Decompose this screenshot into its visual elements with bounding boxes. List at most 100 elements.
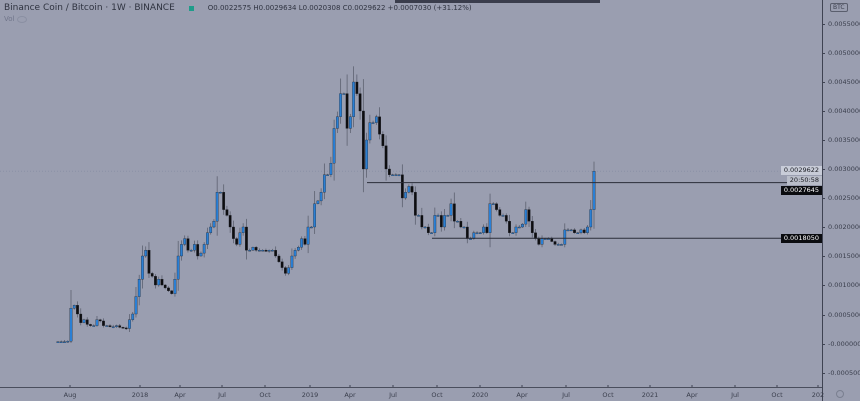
bearish-candle [79,313,83,323]
bearish-candle [508,221,511,233]
bearish-candle [85,319,89,325]
time-tick-label: Apr [686,391,698,399]
time-tick-label: Jul [731,391,739,399]
price-tick [822,111,825,113]
bearish-candle [98,319,102,322]
bearish-candle [573,229,576,233]
bearish-candle [225,209,229,216]
bearish-candle [284,267,287,274]
price-tick-label: 0.0025000 [828,194,860,203]
bearish-candle [550,238,554,242]
price-tick [822,24,825,25]
bullish-candle [111,326,115,328]
bullish-candle [511,232,515,234]
level-price-tag[interactable]: 0.0018050 [780,234,822,243]
bullish-candle [271,250,274,252]
bullish-candle [446,215,450,217]
bullish-candle [491,203,495,205]
time-tick-label: Aug [63,391,77,399]
bearish-candle [400,174,404,199]
price-tick [822,285,825,287]
bullish-candle [329,163,333,175]
bullish-candle [563,229,567,245]
market-status-icon [188,5,194,11]
price-tick [822,256,825,258]
currency-badge[interactable]: BTC [830,3,848,12]
price-tick-label: 0.0045000 [828,78,860,87]
bearish-candle [553,241,557,245]
bullish-candle [482,226,485,233]
bullish-candle [69,308,73,342]
bullish-candle [423,226,427,229]
bearish-candle [384,145,388,170]
bullish-candle [258,250,261,252]
bullish-candle [261,250,265,252]
bullish-candle [251,247,255,251]
price-tick [822,227,825,229]
bullish-candle [365,139,368,170]
symbol-title[interactable]: Binance Coin / Bitcoin · 1W · BINANCE [4,3,175,13]
price-axis-border [822,0,823,401]
bullish-candle [176,255,180,280]
bearish-candle [163,284,167,289]
gear-icon[interactable] [836,390,844,398]
eye-icon[interactable] [17,15,28,23]
price-tick [822,53,825,55]
bullish-candle [193,244,196,251]
bearish-candle [147,250,151,274]
bullish-candle [219,192,222,194]
time-tick-label: 2021 [641,391,659,399]
bullish-candle [141,255,144,280]
bearish-candle [355,81,359,94]
bearish-candle [160,279,164,286]
bearish-candle [362,110,365,170]
bearish-candle [121,327,125,329]
price-chart[interactable] [0,0,822,387]
level-price-tag[interactable]: 0.0027645 [780,186,822,195]
bearish-candle [235,238,239,245]
top-toolbar-edge [395,0,600,3]
bearish-candle [170,290,174,294]
bearish-candle [459,221,463,228]
bullish-candle [144,250,148,257]
bearish-candle [420,215,424,228]
bearish-candle [254,247,258,251]
price-tick-label: 0.0005000 [828,310,860,319]
time-tick-label: Jul [562,391,570,399]
volume-legend[interactable]: Vol [4,15,28,23]
bearish-candle [186,238,190,251]
bullish-candle [115,325,118,327]
bullish-candle [397,174,401,176]
bearish-candle [504,215,508,222]
bullish-candle [297,247,300,251]
bullish-candle [569,229,573,232]
time-tick-label: 202 [811,391,825,399]
bullish-candle [449,203,453,216]
bullish-candle [349,116,352,129]
price-tick-label: 0.0015000 [828,252,860,261]
bearish-candle [277,255,281,262]
bullish-candle [95,319,99,326]
bullish-candle [63,341,66,343]
bullish-candle [215,192,219,222]
price-tick-label: 0.0035000 [828,136,860,145]
bearish-candle [582,229,586,233]
bearish-candle [537,238,541,245]
price-tick [822,372,825,374]
bullish-candle [560,244,563,246]
bearish-candle [264,250,268,252]
bullish-candle [59,341,63,343]
price-tick [822,198,825,200]
bullish-candle [524,209,528,225]
last-price-tag: 0.0029622 [780,166,822,175]
bearish-candle [303,238,307,245]
bullish-candle [310,226,313,229]
volume-label: Vol [4,15,15,23]
bearish-candle [222,192,226,210]
bullish-candle [300,238,303,248]
bullish-candle [371,122,375,124]
bearish-candle [410,186,414,193]
bearish-candle [358,93,362,112]
bearish-candle [108,325,112,327]
bullish-candle [556,244,560,246]
